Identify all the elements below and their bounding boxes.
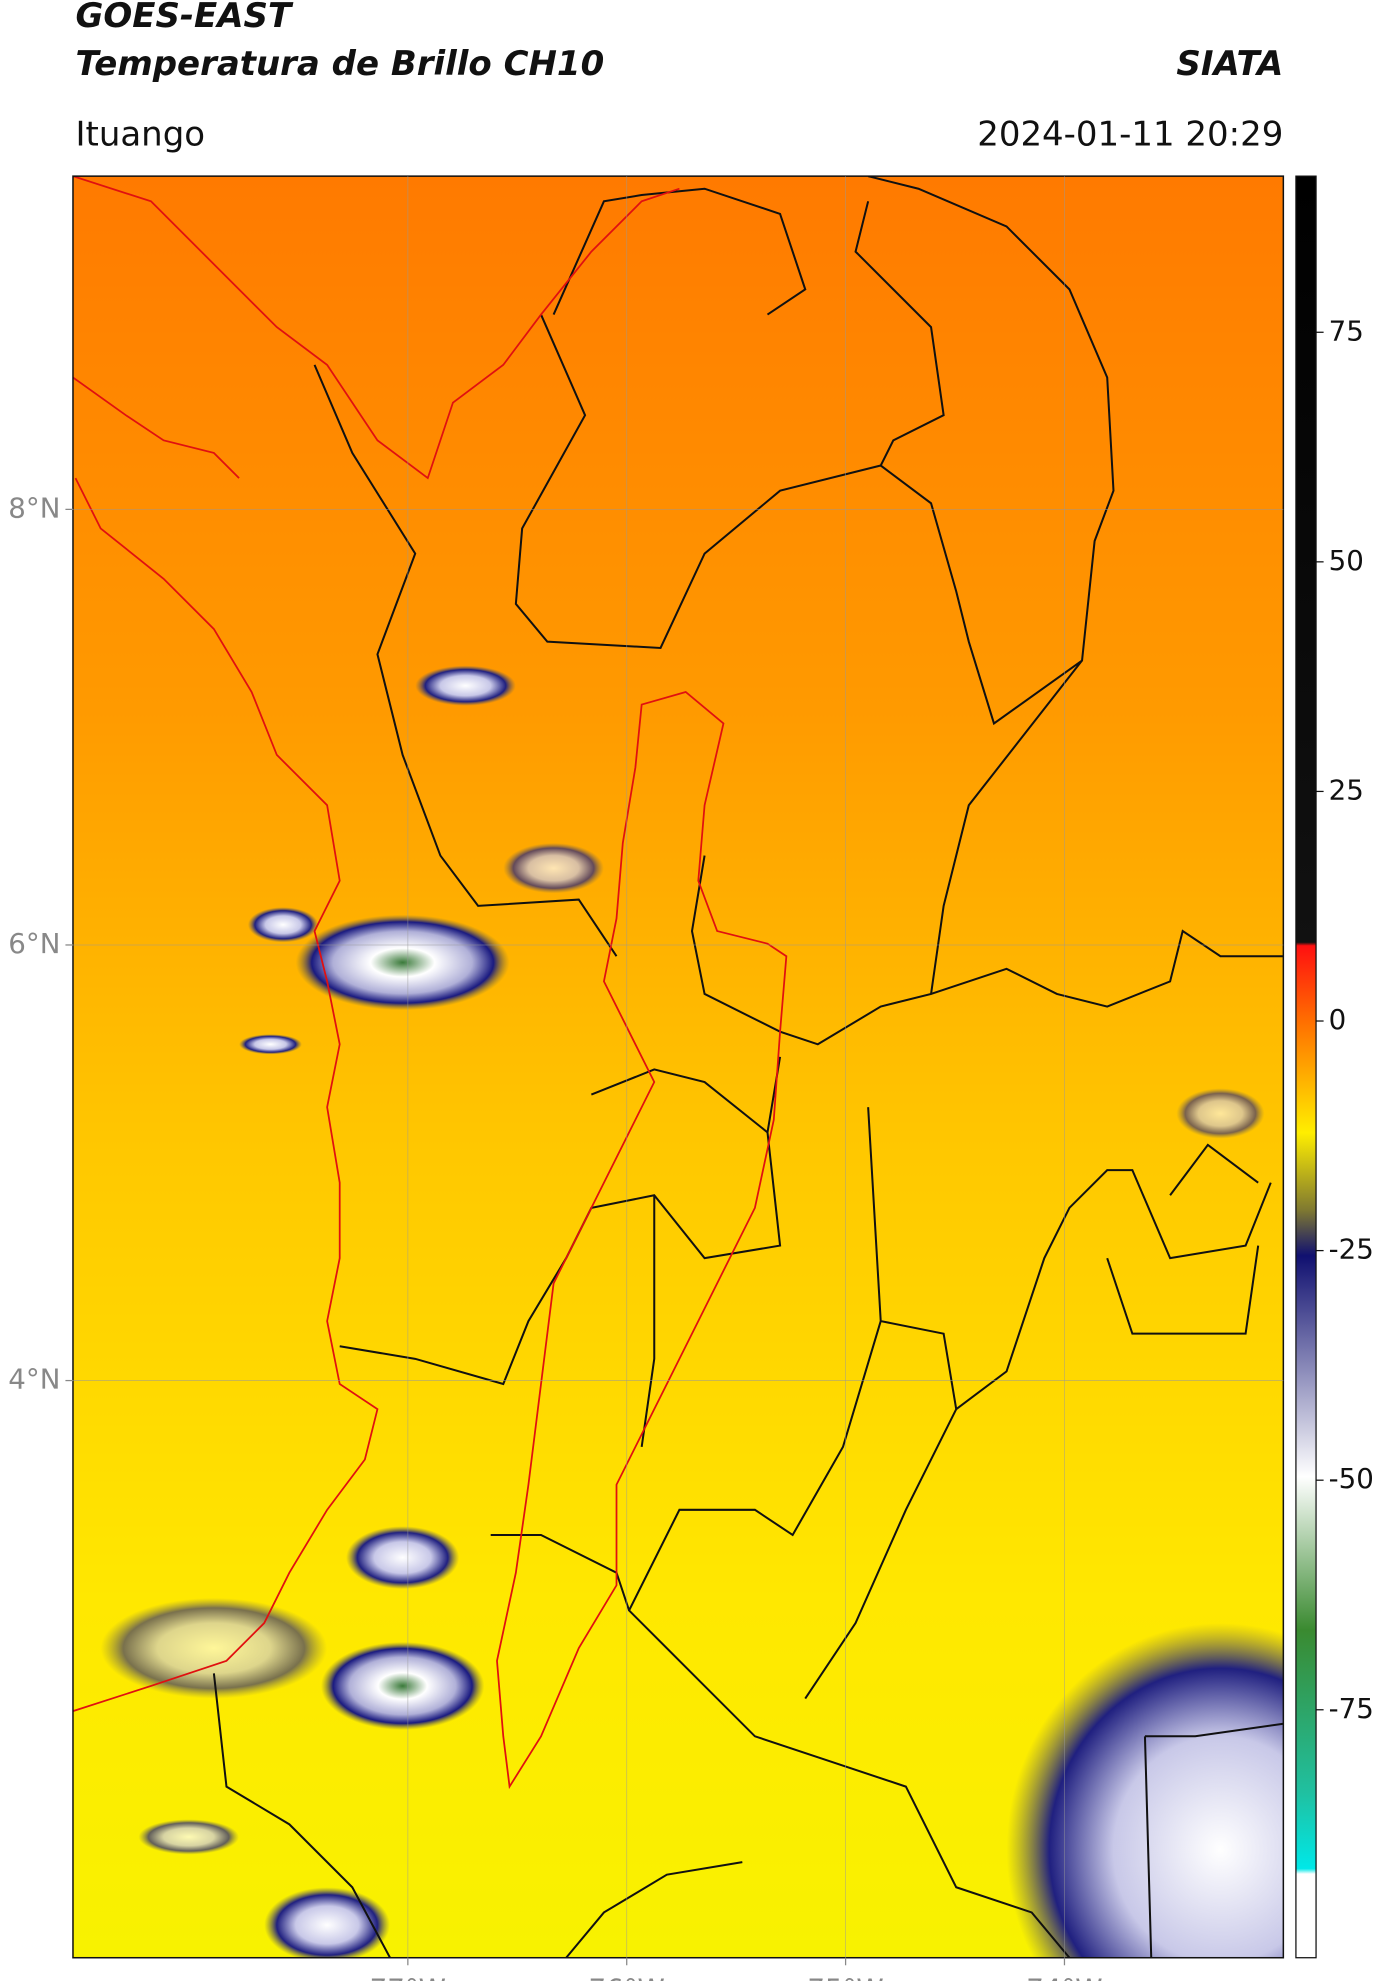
cloud <box>239 1034 302 1055</box>
map-frame <box>72 175 1285 1959</box>
border <box>212 176 1284 1958</box>
lon-tick-label: 77°W <box>370 1972 446 1981</box>
colorbar-tick-label: -25 <box>1329 1233 1374 1266</box>
lon-tick-label: 74°W <box>1026 1972 1102 1981</box>
cloud <box>1176 1088 1265 1139</box>
colorbar-tick-label: -75 <box>1329 1692 1374 1725</box>
cloud <box>264 1887 391 1958</box>
lat-tick-label: 4°N <box>8 1363 60 1396</box>
colorbar-tick-label: -50 <box>1329 1462 1374 1495</box>
cloud <box>138 1819 240 1855</box>
cloud <box>1006 1623 1284 1958</box>
lat-tick-label: 8°N <box>8 491 60 524</box>
lat-tick-label: 6°N <box>8 927 60 960</box>
cloud <box>503 842 604 894</box>
cloud <box>346 1526 460 1590</box>
subtitle: Temperatura de Brillo CH10 <box>75 44 604 84</box>
lon-tick-label: 75°W <box>807 1972 883 1981</box>
cloud <box>295 914 510 1011</box>
cloud <box>320 1641 485 1730</box>
cloud <box>100 1597 328 1699</box>
colorbar-tick-label: 50 <box>1329 544 1364 577</box>
location: Ituango <box>75 114 205 154</box>
datetime: 2024-01-11 20:29 <box>977 114 1283 154</box>
lon-tick-label: 76°W <box>589 1972 665 1981</box>
colorbar-tick-label: 0 <box>1329 1003 1347 1036</box>
basin-outline <box>496 691 788 1790</box>
title: GOES-EAST <box>75 0 293 36</box>
cloud <box>247 907 319 943</box>
colorbar <box>1295 175 1317 1959</box>
map-image <box>72 176 1284 1958</box>
coastline <box>72 176 680 1712</box>
cloud <box>415 665 516 706</box>
colorbar-tick-label: 75 <box>1329 314 1364 347</box>
colorbar-tick-label: 25 <box>1329 773 1364 806</box>
source: SIATA <box>1176 44 1283 84</box>
